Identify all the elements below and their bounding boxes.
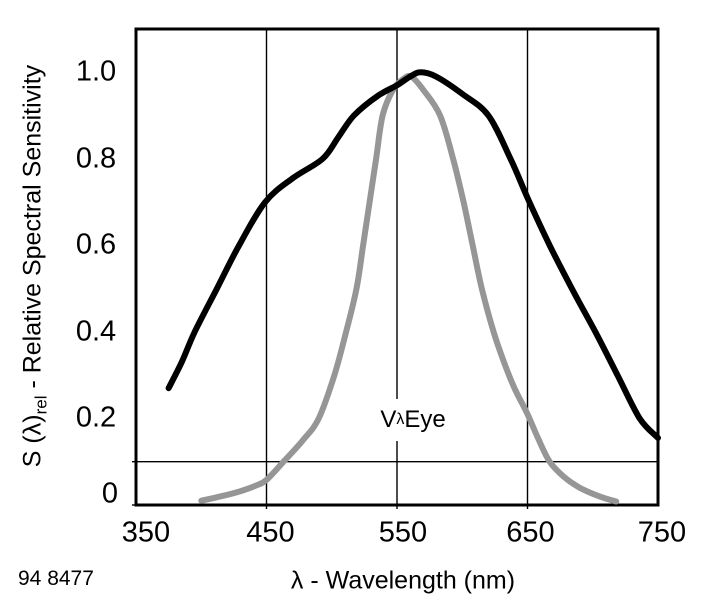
detector-curve bbox=[165, 69, 661, 441]
x-tick-label: 750 bbox=[637, 516, 687, 549]
y-axis-title-prefix: S (λ) bbox=[18, 414, 47, 468]
x-tick-label: 550 bbox=[378, 516, 428, 549]
x-tick-label: 650 bbox=[506, 516, 555, 549]
y-axis-title-subscript: rel bbox=[31, 395, 51, 415]
eye-annotation-suffix: Eye bbox=[404, 406, 446, 433]
y-axis-title: S (λ)rel - Relative Spectral Sensitivity bbox=[18, 64, 51, 468]
y-tick-label: 0.6 bbox=[75, 228, 117, 261]
y-tick-label: 0 bbox=[101, 477, 119, 510]
y-tick-label: 0.2 bbox=[75, 401, 117, 434]
x-tick-label: 450 bbox=[246, 516, 295, 549]
x-axis-title: λ - Wavelength (nm) bbox=[290, 566, 516, 595]
y-tick-label: 0.4 bbox=[75, 315, 117, 348]
x-tick-label: 350 bbox=[121, 516, 171, 549]
eye-annotation-prefix: V bbox=[380, 406, 397, 433]
y-tick-label: 1.0 bbox=[75, 55, 117, 88]
plot-border bbox=[134, 27, 660, 507]
y-tick-label: 0.8 bbox=[75, 142, 117, 175]
figure-code: 94 8477 bbox=[18, 567, 94, 590]
y-axis-title-suffix: - Relative Spectral Sensitivity bbox=[18, 64, 47, 396]
